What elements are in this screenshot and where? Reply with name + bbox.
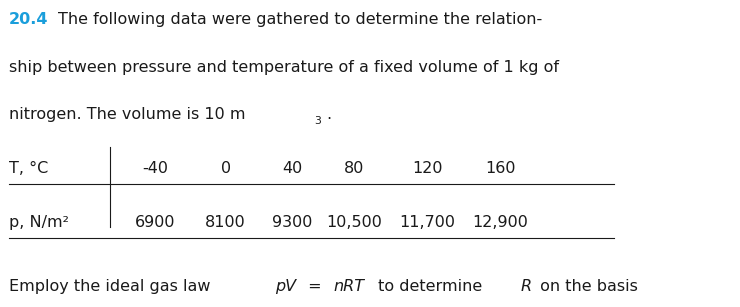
Text: nRT: nRT: [334, 279, 364, 294]
Text: 160: 160: [485, 161, 516, 176]
Text: 80: 80: [343, 161, 364, 176]
Text: 10,500: 10,500: [326, 215, 382, 230]
Text: ship between pressure and temperature of a fixed volume of 1 kg of: ship between pressure and temperature of…: [9, 60, 559, 75]
Text: R: R: [521, 279, 532, 294]
Text: on the basis: on the basis: [535, 279, 638, 294]
Text: 6900: 6900: [135, 215, 175, 230]
Text: p, N/m²: p, N/m²: [9, 215, 69, 230]
Text: 40: 40: [282, 161, 303, 176]
Text: 0: 0: [221, 161, 231, 176]
Text: 3: 3: [314, 116, 321, 126]
Text: nitrogen. The volume is 10 m: nitrogen. The volume is 10 m: [9, 107, 246, 122]
Text: 120: 120: [412, 161, 443, 176]
Text: 9300: 9300: [272, 215, 312, 230]
Text: 8100: 8100: [205, 215, 246, 230]
Text: 20.4: 20.4: [9, 12, 48, 27]
Text: 12,900: 12,900: [472, 215, 528, 230]
Text: Employ the ideal gas law: Employ the ideal gas law: [9, 279, 215, 294]
Text: -40: -40: [142, 161, 169, 176]
Text: .: .: [326, 107, 331, 122]
Text: to determine: to determine: [374, 279, 488, 294]
Text: 11,700: 11,700: [400, 215, 456, 230]
Text: =: =: [303, 279, 326, 294]
Text: pV: pV: [275, 279, 297, 294]
Text: T, °C: T, °C: [9, 161, 48, 176]
Text: The following data were gathered to determine the relation-: The following data were gathered to dete…: [58, 12, 542, 27]
